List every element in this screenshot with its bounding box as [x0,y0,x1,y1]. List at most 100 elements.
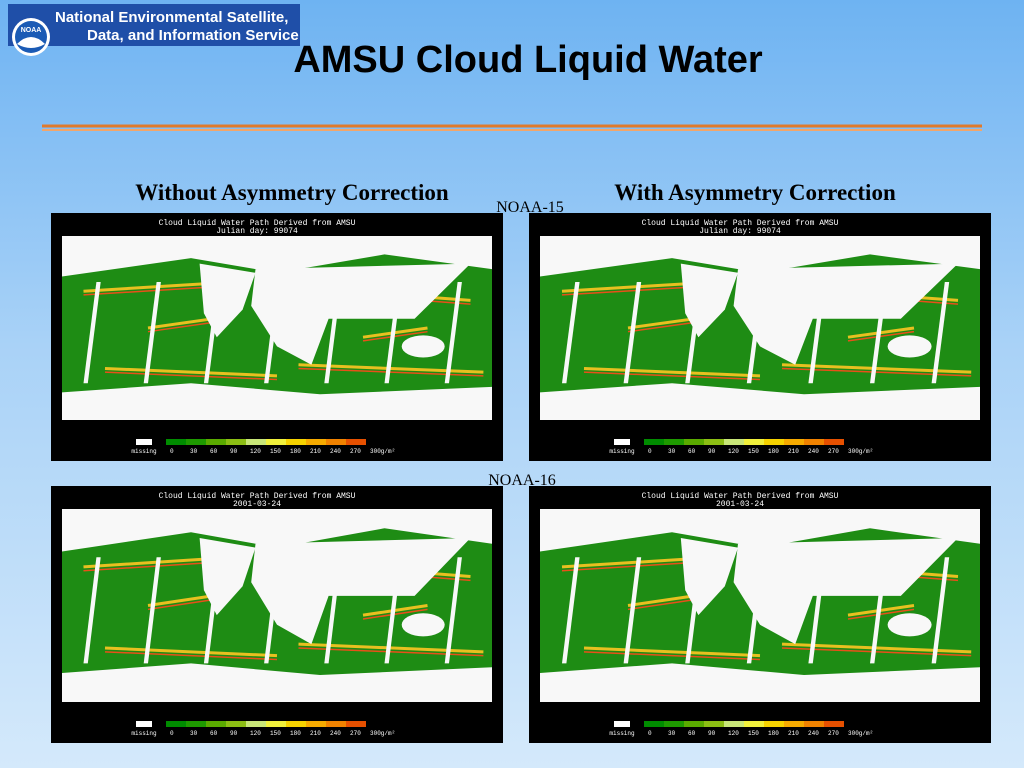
map-title: Cloud Liquid Water Path Derived from AMS… [642,219,839,228]
swath-gap [444,282,462,384]
colorbar-swatch [644,439,664,445]
colorbar-swatch [246,439,266,445]
colorbar-swatch [784,439,804,445]
colorbar-label: 300g/m² [848,730,873,737]
cloud-streak [583,651,761,661]
agency-line: National Environmental Satellite, [55,9,288,26]
colorbar-label: 270 [828,448,839,455]
agency-banner [8,4,300,46]
cloud-streak [583,646,761,658]
swath-gap [203,282,222,384]
missing-swatch [614,721,630,727]
colorbar-label: 60 [210,448,218,455]
colorbar-label: 150 [270,730,281,737]
missing-label: missing [131,730,157,737]
colorbar-label: 120 [250,448,261,455]
swath-gap [444,557,462,664]
swath-gap [143,282,161,384]
colorbar-swatch [664,721,684,727]
swath-gap [264,557,282,664]
colorbar-swatch [664,439,684,445]
swath-gap [808,282,826,384]
cloud-streak [583,371,761,381]
colorbar-label: 270 [828,730,839,737]
colorbar-label: 240 [808,448,819,455]
colorbar-swatch [266,439,286,445]
swath-gap [685,557,703,664]
agency-line: Data, and Information Service [87,27,299,44]
colorbar-swatch [226,439,246,445]
cloud-streak [362,330,428,342]
colorbar-swatch [804,439,824,445]
colorbar-label: 180 [290,448,301,455]
colorbar-label: 240 [330,730,341,737]
colorbar-swatch [266,721,286,727]
colorbar-label: 60 [210,730,218,737]
colorbar-label: 60 [688,730,696,737]
swath-gap [83,557,101,664]
column-heading: Without Asymmetry Correction [135,180,449,205]
map-panel: Cloud Liquid Water Path Derived from AMS… [529,486,991,743]
map-subtitle: 2001-03-24 [716,500,764,509]
cloud-streak [104,646,278,658]
colorbar-swatch [744,439,764,445]
cloud-streak [104,651,278,661]
colorbar-swatch [724,439,744,445]
colorbar-label: 210 [788,730,799,737]
colorbar-label: 90 [230,448,238,455]
colorbar-swatch [704,439,724,445]
column-heading: With Asymmetry Correction [614,180,896,205]
swath-gap [931,557,950,664]
colorbar-swatch [166,721,186,727]
colorbar-swatch [684,721,704,727]
continent [733,263,958,365]
colorbar-swatch [744,721,764,727]
cloud-streak [147,598,213,611]
swath-gap [203,557,222,664]
map-panel: Cloud Liquid Water Path Derived from AMS… [51,486,503,743]
continent [251,538,471,645]
swath-gap [83,282,101,384]
map-panel: Cloud Liquid Water Path Derived from AMS… [529,213,991,461]
colorbar-label: 300g/m² [370,448,395,455]
colorbar-label: 30 [668,730,676,737]
colorbar-label: 30 [668,448,676,455]
colorbar-swatch [166,439,186,445]
cloud-streak [147,321,213,333]
swath-gap [808,557,826,664]
colorbar-label: 90 [708,448,716,455]
colorbar-label: 210 [310,730,321,737]
swath-gap [143,557,161,664]
colorbar-swatch [306,721,326,727]
row-label: NOAA-15 [496,199,564,216]
colorbar-label: 180 [768,448,779,455]
colorbar-label: 180 [768,730,779,737]
colorbar-label: 90 [230,730,238,737]
cloud-streak [627,594,695,607]
swath-gap [870,557,888,664]
map-subtitle: 2001-03-24 [233,500,281,509]
continent [251,263,471,365]
map-panel: Cloud Liquid Water Path Derived from AMS… [51,213,503,461]
swath-gap [623,557,642,664]
cloud-streak [847,608,915,620]
swath-gap [562,282,580,384]
map-subtitle: Julian day: 99074 [699,227,781,236]
swath-gap [623,282,642,384]
colorbar-label: 240 [330,448,341,455]
colorbar-label: 300g/m² [370,730,395,737]
swath-gap [324,282,342,384]
colorbar-swatch [764,721,784,727]
colorbar-swatch [824,439,844,445]
colorbar-label: 30 [190,730,198,737]
colorbar-swatch [824,721,844,727]
colorbar-label: 0 [648,730,652,737]
swath-gap [264,282,282,384]
colorbar-swatch [764,439,784,445]
missing-swatch [614,439,630,445]
missing-label: missing [609,448,635,455]
colorbar-swatch [704,721,724,727]
colorbar-label: 0 [648,448,652,455]
swath-gap [324,557,342,664]
